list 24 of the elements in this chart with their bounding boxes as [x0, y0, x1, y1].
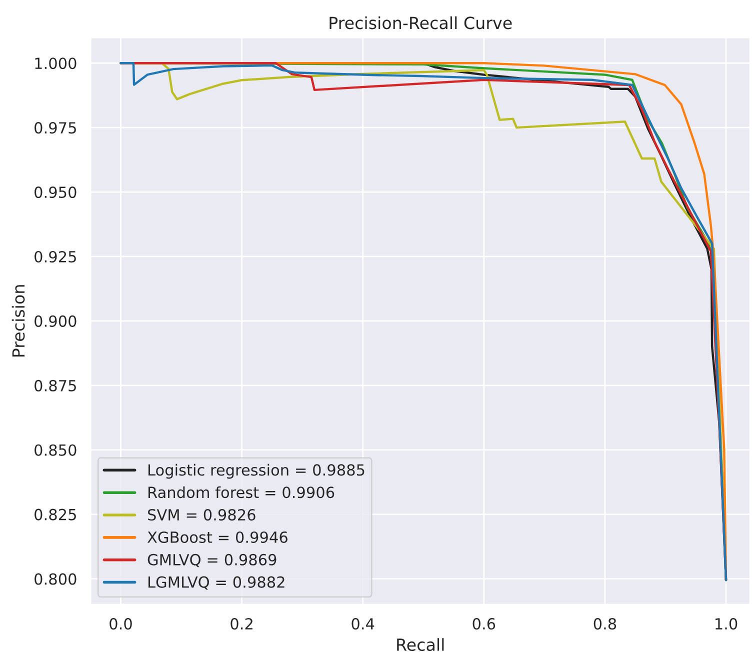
legend-label: LGMLVQ = 0.9882 [148, 576, 284, 590]
y-axis-title: Precision [12, 285, 25, 356]
y-tick-label: 0.975 [34, 122, 76, 134]
legend-label: XGBoost = 0.9946 [147, 531, 288, 544]
x-tick-label: 0.6 [472, 618, 496, 630]
legend-label: GMLVQ = 0.9869 [148, 554, 276, 568]
x-axis-title: Recall [397, 638, 444, 651]
y-tick-label: 0.925 [34, 250, 76, 263]
y-tick-label: 0.850 [34, 444, 76, 456]
x-tick-label: 1.0 [716, 618, 738, 630]
y-tick-label: 0.875 [34, 380, 76, 392]
legend-label: Logistic regression = 0.9885 [148, 464, 364, 479]
y-tick-label: 0.800 [34, 573, 76, 585]
y-tick-label: 0.825 [34, 508, 76, 520]
x-tick-label: 0.0 [110, 618, 132, 630]
x-tick-label: 0.4 [352, 618, 374, 630]
y-tick-label: 1.000 [35, 58, 76, 70]
legend-label: Random forest = 0.9906 [148, 486, 334, 498]
x-tick-label: 0.8 [594, 618, 616, 630]
chart-title: Precision-Recall Curve [330, 16, 512, 30]
y-tick-label: 0.950 [34, 186, 76, 198]
legend-label: SVM = 0.9826 [148, 509, 256, 521]
y-tick-label: 0.900 [34, 315, 76, 327]
x-tick-label: 0.2 [230, 618, 252, 630]
